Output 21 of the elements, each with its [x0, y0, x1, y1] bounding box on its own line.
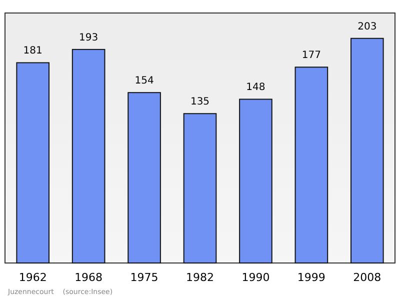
bar	[183, 113, 217, 264]
data-label: 135	[190, 96, 210, 108]
data-label: 154	[134, 76, 154, 87]
x-tick-label: 1999	[297, 271, 326, 284]
x-tick-label: 1962	[18, 271, 47, 284]
bar	[128, 92, 161, 264]
x-tick-label: 1990	[242, 271, 270, 284]
data-label: 181	[23, 46, 42, 57]
x-tick-label: 1982	[186, 271, 214, 284]
x-tick-label: 1975	[130, 271, 158, 284]
data-label: 203	[358, 21, 377, 32]
data-label: 148	[246, 82, 266, 94]
bar	[350, 38, 384, 264]
data-label: 193	[79, 32, 98, 44]
x-tick-label: 1968	[74, 271, 103, 284]
bar	[239, 98, 272, 264]
bar	[16, 62, 50, 264]
bar	[294, 66, 328, 264]
data-label: 177	[302, 50, 321, 62]
x-tick-label: 2008	[353, 271, 382, 284]
bar	[72, 48, 106, 264]
